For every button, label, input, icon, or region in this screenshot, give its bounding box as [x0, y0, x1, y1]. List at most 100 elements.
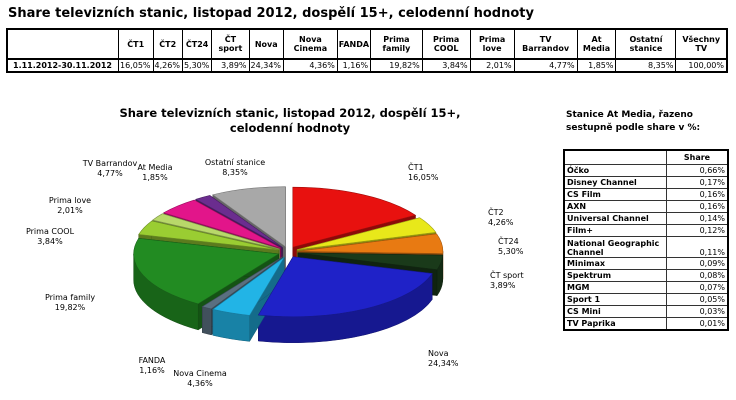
share-summary-table: ČT1 ČT2 ČT24 ČT sport Nova Nova Cinema F…: [6, 28, 729, 73]
pie-slice: [297, 252, 444, 270]
summary-header-primafamily: Prima family: [370, 28, 423, 60]
slice-label: Prima love 2,01%: [49, 196, 91, 215]
summary-header-ostatni: Ostatní stanice: [615, 28, 677, 60]
slice-label: Ostatní stanice 8,35%: [205, 158, 265, 177]
slice-label: Prima COOL 3,84%: [26, 227, 75, 246]
summary-corner-cell: [6, 28, 119, 60]
station-share: 0,12%: [666, 224, 729, 237]
slice-label: ČT sport 3,89%: [490, 269, 524, 290]
slice-label: Nova 24,34%: [428, 349, 459, 368]
at-media-header-row: Share: [563, 149, 729, 165]
station-name: National Geographic Channel: [563, 236, 667, 258]
summary-value-ct2: 4,26%: [152, 58, 183, 73]
slice-label: FANDA 1,16%: [139, 356, 166, 375]
table-row: Universal Channel 0,14%: [563, 212, 729, 225]
slice-label: At Media 1,85%: [137, 163, 172, 182]
station-name: Minimax: [563, 257, 667, 270]
pie-slice: [162, 199, 282, 249]
station-name: Sport 1: [563, 293, 667, 306]
summary-value-ctsport: 3,89%: [211, 58, 250, 73]
slice-label: ČT24 5,30%: [498, 235, 524, 256]
station-share: 0,16%: [666, 200, 729, 213]
station-name: Spektrum: [563, 269, 667, 282]
summary-header-nova: Nova: [248, 28, 285, 60]
station-share: 0,05%: [666, 293, 729, 306]
station-share: 0,01%: [666, 317, 729, 331]
summary-value-row: 1.11.2012-30.11.2012 16,05% 4,26% 5,30% …: [6, 58, 729, 73]
station-share: 0,08%: [666, 269, 729, 282]
slice-label: ČT1 16,05%: [408, 161, 439, 182]
summary-header-atmedia: At Media: [576, 28, 617, 60]
summary-value-fanda: 1,16%: [336, 58, 372, 73]
pie-slice-side: [202, 306, 212, 336]
pie-slice: [297, 217, 437, 251]
pie-chart: ČT1 16,05% ČT2 4,26% ČT24 5,30% ČT sport 3,89% N…: [26, 158, 524, 388]
station-share: 0,09%: [666, 257, 729, 270]
table-row: National Geographic Channel 0,11%: [563, 236, 729, 258]
station-name: CS Mini: [563, 305, 667, 318]
slice-label: ČT2 4,26%: [488, 206, 514, 227]
pie-slice: [195, 195, 283, 248]
slice-label: Nova Cinema 4,36%: [173, 369, 227, 388]
station-name: Óčko: [563, 164, 667, 177]
station-name: MGM: [563, 281, 667, 294]
table-row: Sport 1 0,05%: [563, 293, 729, 306]
pie-slice: [201, 256, 283, 310]
table-row: AXN 0,16%: [563, 200, 729, 213]
chart-title: Share televizních stanic, listopad 2012,…: [119, 106, 461, 135]
page-title: Share televizních stanic, listopad 2012,…: [8, 6, 534, 21]
summary-header-tvbarrandov: TV Barrandov: [513, 28, 578, 60]
pie-slice: [133, 238, 280, 305]
pie-slice: [257, 256, 433, 318]
pie-slice: [292, 186, 417, 248]
station-name: Film+: [563, 224, 667, 237]
station-name: AXN: [563, 200, 667, 213]
station-name: TV Paprika: [563, 317, 667, 331]
at-media-title: Stanice At Media, řazeno sestupně podle …: [566, 110, 701, 133]
station-share: 0,17%: [666, 176, 729, 189]
table-row: Film+ 0,12%: [563, 224, 729, 237]
summary-header-ct2: ČT2: [152, 28, 183, 60]
table-row: CS Mini 0,03%: [563, 305, 729, 318]
summary-header-ct24: ČT24: [181, 28, 213, 60]
pie-slice: [138, 220, 279, 251]
pie-slice: [212, 256, 285, 316]
summary-value-nova: 24,34%: [248, 58, 285, 73]
summary-header-fanda: FANDA: [336, 28, 372, 60]
table-row: Minimax 0,09%: [563, 257, 729, 270]
at-media-corner: [563, 149, 667, 165]
station-share: 0,16%: [666, 188, 729, 201]
table-row: TV Paprika 0,01%: [563, 317, 729, 331]
table-row: Óčko 0,66%: [563, 164, 729, 177]
summary-value-ct24: 5,30%: [181, 58, 213, 73]
pie-slice: [151, 213, 280, 250]
station-name: CS Film: [563, 188, 667, 201]
table-row: Spektrum 0,08%: [563, 269, 729, 282]
slice-label: Prima family 19,82%: [45, 293, 95, 312]
summary-value-tvbarrandov: 4,77%: [513, 58, 578, 73]
station-name: Universal Channel: [563, 212, 667, 225]
summary-value-ostatni: 8,35%: [615, 58, 677, 73]
at-media-share-header: Share: [666, 149, 729, 165]
summary-value-vsechny: 100,00%: [675, 58, 729, 73]
pie-slice: [297, 233, 444, 254]
summary-header-ct1: ČT1: [118, 28, 154, 60]
station-share: 0,07%: [666, 281, 729, 294]
table-row: MGM 0,07%: [563, 281, 729, 294]
summary-value-primafamily: 19,82%: [370, 58, 423, 73]
station-share: 0,11%: [666, 236, 729, 258]
summary-header-ctsport: ČT sport: [211, 28, 250, 60]
at-media-table: Share Óčko 0,66% Disney Channel 0,17% CS F…: [563, 149, 729, 331]
summary-header-vsechny: Všechny TV: [675, 28, 729, 60]
slice-label: TV Barrandov 4,77%: [82, 159, 138, 178]
station-share: 0,14%: [666, 212, 729, 225]
pie-slice: [212, 186, 286, 248]
summary-value-atmedia: 1,85%: [576, 58, 617, 73]
station-name: Disney Channel: [563, 176, 667, 189]
summary-period: 1.11.2012-30.11.2012: [6, 58, 119, 73]
station-share: 0,66%: [666, 164, 729, 177]
station-share: 0,03%: [666, 305, 729, 318]
table-row: CS Film 0,16%: [563, 188, 729, 201]
table-row: Disney Channel 0,17%: [563, 176, 729, 189]
summary-header-primalove: Prima love: [469, 28, 515, 60]
